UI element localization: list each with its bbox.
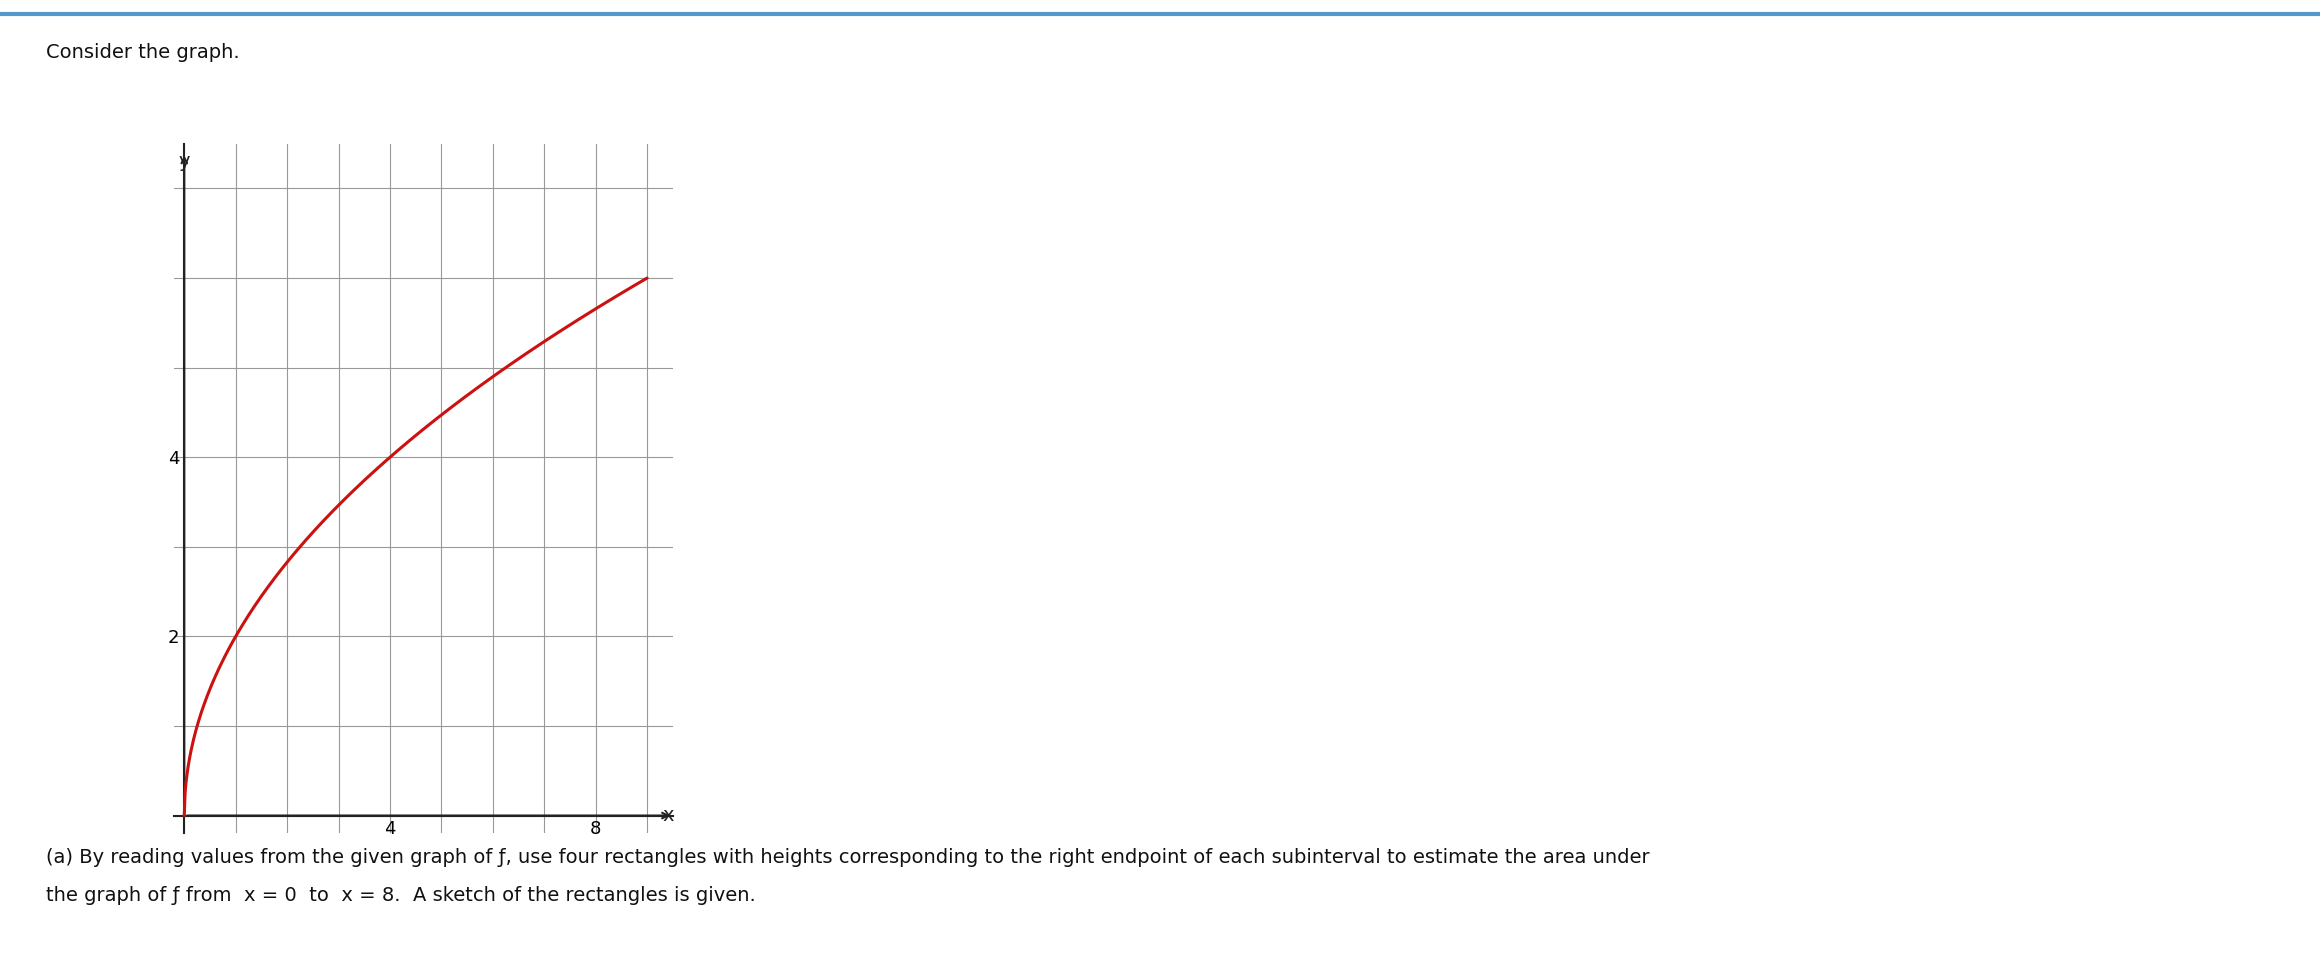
Text: the graph of ƒ from  x = 0  to  x = 8.  A sketch of the rectangles is given.: the graph of ƒ from x = 0 to x = 8. A sk… <box>46 886 756 905</box>
Text: (a) By reading values from the given graph of ƒ, use four rectangles with height: (a) By reading values from the given gra… <box>46 848 1650 867</box>
Text: x: x <box>664 806 675 825</box>
Text: Consider the graph.: Consider the graph. <box>46 43 239 62</box>
Text: y: y <box>179 151 190 171</box>
